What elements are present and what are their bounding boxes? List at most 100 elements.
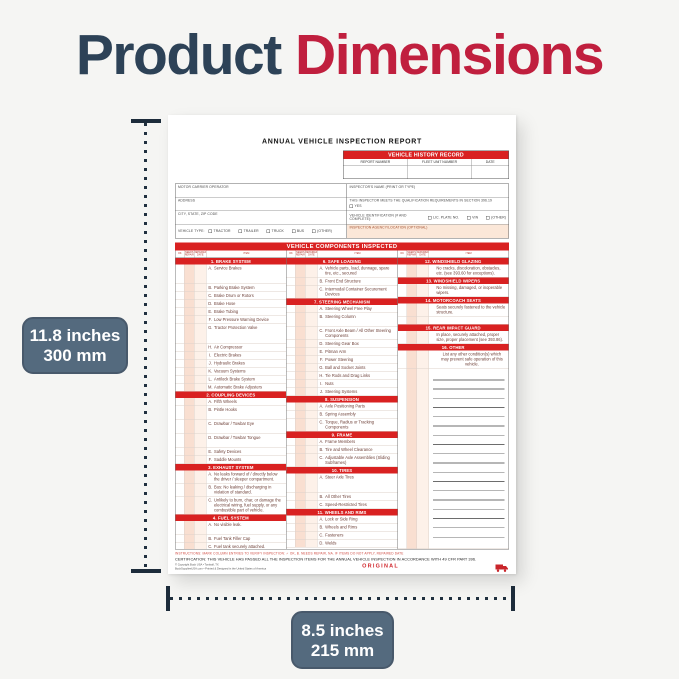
checklist-row: E. Brake Tubing	[175, 308, 287, 316]
checklist-row: B. Tire and Wheel Clearance	[286, 446, 398, 454]
needs-repair-cell	[184, 292, 195, 300]
item-text: Antilock Brake System	[214, 376, 255, 382]
item-text: Air Compressor	[214, 344, 243, 350]
item-cell: C. Brake Drum or Rotors	[207, 292, 287, 300]
item-letter	[429, 305, 437, 315]
carrier-info-grid: MOTOR CARRIER OPERATOR ADDRESS CITY, STATE…	[175, 183, 509, 239]
repaired-date-cell	[305, 285, 318, 298]
checkbox-icon	[266, 229, 271, 233]
repaired-date-cell	[305, 446, 318, 454]
item-letter: C.	[208, 421, 213, 427]
item-cell: A. Lock or Side Ring	[318, 516, 398, 524]
needs-repair-cell	[295, 446, 306, 454]
needs-repair-cell	[184, 483, 195, 496]
needs-repair-cell	[295, 277, 306, 285]
subheader-group: OK NEEDS REPAIR REPAIRED DATE ITEM	[176, 250, 287, 258]
needs-repair-cell	[295, 473, 306, 493]
subheader-cell: OK	[287, 250, 296, 258]
item-text: Saddle Mounts	[214, 457, 242, 462]
carrier-info-right-column: INSPECTOR'S NAME (PRINT OR TYPE) THIS INS…	[346, 184, 509, 238]
repaired-date-cell	[305, 356, 318, 364]
item-letter: E.	[319, 349, 324, 355]
checklist-row: I. Electric Brakes	[175, 351, 287, 360]
needs-repair-cell	[184, 367, 195, 375]
item-text: Front Axle Beam / All Other Steering Com…	[325, 328, 391, 338]
checkbox-option: (OTHER)	[312, 229, 332, 233]
ok-cell	[398, 284, 407, 297]
item-cell	[429, 317, 509, 325]
subheader-cell: OK	[176, 250, 185, 258]
info-label: MOTOR CARRIER OPERATOR	[178, 185, 229, 189]
item-text: Pitman Arm	[325, 349, 347, 354]
repaired-date-cell	[194, 308, 207, 316]
item-letter: C.	[319, 455, 324, 461]
item-text: Hydraulic Brakes	[214, 360, 245, 366]
needs-repair-cell	[184, 434, 195, 448]
ok-cell	[287, 438, 296, 446]
section-header: 9. FRAME	[286, 431, 398, 438]
ok-cell	[287, 418, 296, 431]
item-letter: B.	[208, 285, 213, 291]
ok-cell	[287, 473, 296, 493]
item-letter: B.	[319, 412, 324, 417]
item-text: Frame Members	[325, 439, 356, 444]
checklist-row: A. No visible leak.	[175, 521, 287, 535]
item-cell: I. Nuts	[318, 380, 398, 388]
checklist-row: A. Steer Axle Tires	[286, 473, 398, 493]
checklist-row: A. No leaks forward of / directly below t…	[175, 470, 287, 484]
item-cell: B. Fuel Tank Filler Cap	[207, 535, 287, 543]
checkbox-group: YES	[349, 204, 506, 208]
ok-cell	[287, 402, 296, 410]
checklist-row: J. Steering Systems	[286, 388, 398, 396]
item-letter: A.	[208, 522, 213, 528]
item-letter: K.	[208, 369, 213, 374]
checkbox-option: TRAILER	[238, 229, 259, 233]
section-header: 2. COUPLING DEVICES	[175, 391, 287, 398]
repaired-date-cell	[194, 398, 207, 406]
section-header: 7. STEERING MECHANISM	[286, 298, 398, 305]
checkbox-label: (OTHER)	[491, 215, 506, 220]
needs-repair-cell	[295, 515, 306, 523]
item-letter	[429, 266, 437, 276]
needs-repair-cell	[184, 456, 195, 464]
ok-cell	[176, 284, 185, 292]
ok-cell	[287, 493, 296, 501]
item-text: Low Pressure Warning Device	[214, 317, 269, 322]
height-line-top-cap	[131, 119, 161, 123]
item-cell: J. Hydraulic Brakes	[207, 360, 287, 368]
ok-cell	[176, 367, 185, 375]
checklist-row: A. Steering Wheel Free Play	[286, 305, 398, 313]
needs-repair-cell	[184, 398, 195, 406]
section-header: 12. WINDSHIELD GLAZING	[397, 258, 509, 265]
ok-cell	[287, 380, 296, 388]
info-label: INSPECTION AGENCY/LOCATION (OPTIONAL)	[349, 225, 428, 230]
needs-repair-cell	[295, 380, 306, 388]
height-mm-label: 300 mm	[43, 346, 107, 365]
repaired-date-cell	[194, 264, 207, 284]
checklist-row: B. Wheels and Rims	[286, 523, 398, 532]
page-title: Product Dimensions	[0, 22, 679, 88]
subheader-group: OK NEEDS REPAIR REPAIRED DATE ITEM	[398, 250, 509, 258]
item-text: Service Brakes	[214, 265, 242, 271]
subheader-cell: REPAIRED DATE	[305, 250, 318, 258]
repaired-date-cell	[416, 331, 429, 344]
checkbox-option: BUS	[291, 229, 304, 233]
checkbox-option: YES	[349, 204, 361, 208]
ok-cell	[176, 316, 185, 324]
ok-cell	[287, 264, 296, 277]
needs-repair-cell	[184, 375, 195, 383]
item-cell: A. Service Brakes	[207, 265, 287, 284]
item-text: Drawbar / Towbar Tongue	[214, 435, 261, 440]
item-cell: I. Electric Brakes	[207, 352, 287, 360]
checkbox-label: YES	[354, 204, 362, 208]
checklist-row	[397, 316, 509, 325]
item-letter: A.	[319, 517, 324, 522]
needs-repair-cell	[295, 418, 306, 431]
ok-cell	[176, 324, 185, 343]
item-letter: G.	[208, 325, 213, 331]
checkbox-option: TRUCK	[266, 229, 284, 233]
item-cell: A. Steer Axle Tires	[318, 474, 398, 493]
item-letter: H.	[208, 345, 213, 350]
item-cell: G. Ball and Socket Joints	[318, 364, 398, 372]
item-text: Ball and Socket Joints	[325, 365, 366, 370]
